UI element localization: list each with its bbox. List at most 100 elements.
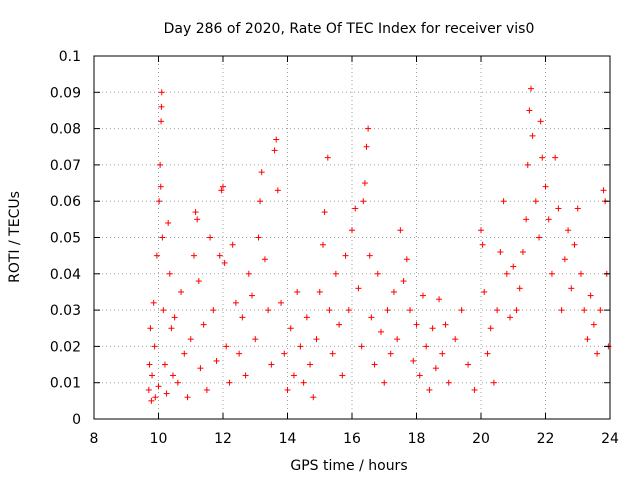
data-point	[365, 125, 372, 132]
data-point	[484, 350, 491, 357]
data-point	[307, 361, 314, 368]
y-tick-label: 0.01	[50, 376, 81, 392]
data-point	[552, 154, 559, 161]
data-point	[471, 386, 478, 393]
data-point	[239, 314, 246, 321]
grid	[94, 56, 610, 419]
data-point	[146, 361, 153, 368]
x-tick-label: 22	[537, 431, 555, 447]
data-point	[526, 107, 533, 114]
x-axis-label: GPS time / hours	[290, 458, 407, 474]
data-point	[195, 278, 202, 285]
data-point	[156, 198, 163, 205]
data-point	[326, 307, 333, 314]
data-point	[281, 350, 288, 357]
data-point	[163, 390, 170, 397]
data-point	[210, 307, 217, 314]
data-point	[436, 296, 443, 303]
data-point	[590, 321, 597, 328]
x-tick-label: 24	[601, 431, 619, 447]
data-point	[458, 307, 465, 314]
data-point	[147, 325, 154, 332]
data-point	[265, 307, 272, 314]
data-point	[548, 270, 555, 277]
data-point	[387, 350, 394, 357]
data-point	[478, 227, 484, 234]
data-point	[148, 397, 155, 404]
data-point	[439, 350, 446, 357]
data-point	[166, 270, 173, 277]
x-tick-label: 18	[408, 431, 426, 447]
data-point	[297, 343, 304, 350]
data-point	[165, 219, 172, 226]
data-point	[416, 372, 423, 379]
data-point	[200, 321, 207, 328]
data-point	[490, 379, 497, 386]
data-point	[587, 292, 594, 299]
data-point	[332, 270, 339, 277]
data-point	[226, 379, 233, 386]
data-point	[152, 394, 159, 401]
data-point	[524, 161, 531, 168]
data-point	[236, 350, 243, 357]
chart-title: Day 286 of 2020, Rate Of TEC Index for r…	[164, 21, 535, 37]
data-point	[242, 372, 249, 379]
data-point	[160, 307, 167, 314]
data-point	[268, 361, 275, 368]
y-tick-label: 0.05	[50, 231, 81, 247]
data-point	[207, 234, 214, 241]
data-point	[158, 89, 165, 96]
y-axis-label: ROTI / TECUs	[7, 191, 23, 283]
data-point	[539, 154, 546, 161]
data-point	[360, 198, 367, 205]
data-point	[494, 307, 501, 314]
data-point	[257, 198, 264, 205]
data-point	[571, 241, 578, 248]
data-point	[249, 292, 256, 299]
data-point	[192, 209, 199, 216]
data-point	[349, 227, 355, 234]
data-point	[213, 357, 220, 364]
x-axis: 8 10 12 14 16 18 20 22 24	[90, 56, 619, 447]
data-point	[403, 256, 410, 263]
data-point	[321, 209, 328, 216]
data-point	[178, 288, 185, 295]
data-point	[532, 198, 539, 205]
data-point	[558, 307, 565, 314]
data-point	[368, 314, 375, 321]
y-tick-label: 0	[72, 412, 81, 428]
y-tick-label: 0.09	[50, 85, 81, 101]
data-point	[255, 234, 262, 241]
data-point	[158, 103, 165, 110]
data-point	[149, 372, 156, 379]
data-point	[159, 234, 166, 241]
y-tick-label: 0.04	[50, 267, 81, 283]
y-tick-label: 0.1	[59, 49, 81, 65]
data-point	[319, 241, 326, 248]
data-point	[487, 325, 494, 332]
data-point	[561, 256, 568, 263]
data-point	[220, 183, 226, 190]
data-point	[355, 285, 362, 292]
data-point	[155, 383, 162, 390]
data-point	[527, 85, 534, 92]
data-point	[537, 118, 544, 125]
data-point	[174, 379, 181, 386]
x-tick-label: 12	[214, 431, 232, 447]
data-point	[345, 307, 352, 314]
data-point	[310, 394, 317, 401]
data-point	[194, 216, 201, 223]
data-point	[366, 252, 373, 259]
data-point	[374, 270, 381, 277]
data-point	[294, 288, 301, 295]
data-point	[568, 285, 575, 292]
data-point	[184, 394, 191, 401]
data-point	[181, 350, 188, 357]
data-point	[516, 285, 523, 292]
y-tick-label: 0.06	[50, 194, 81, 210]
data-point	[313, 336, 320, 343]
data-point	[161, 361, 168, 368]
data-point	[252, 336, 259, 343]
data-point	[500, 198, 507, 205]
data-point	[145, 386, 152, 393]
